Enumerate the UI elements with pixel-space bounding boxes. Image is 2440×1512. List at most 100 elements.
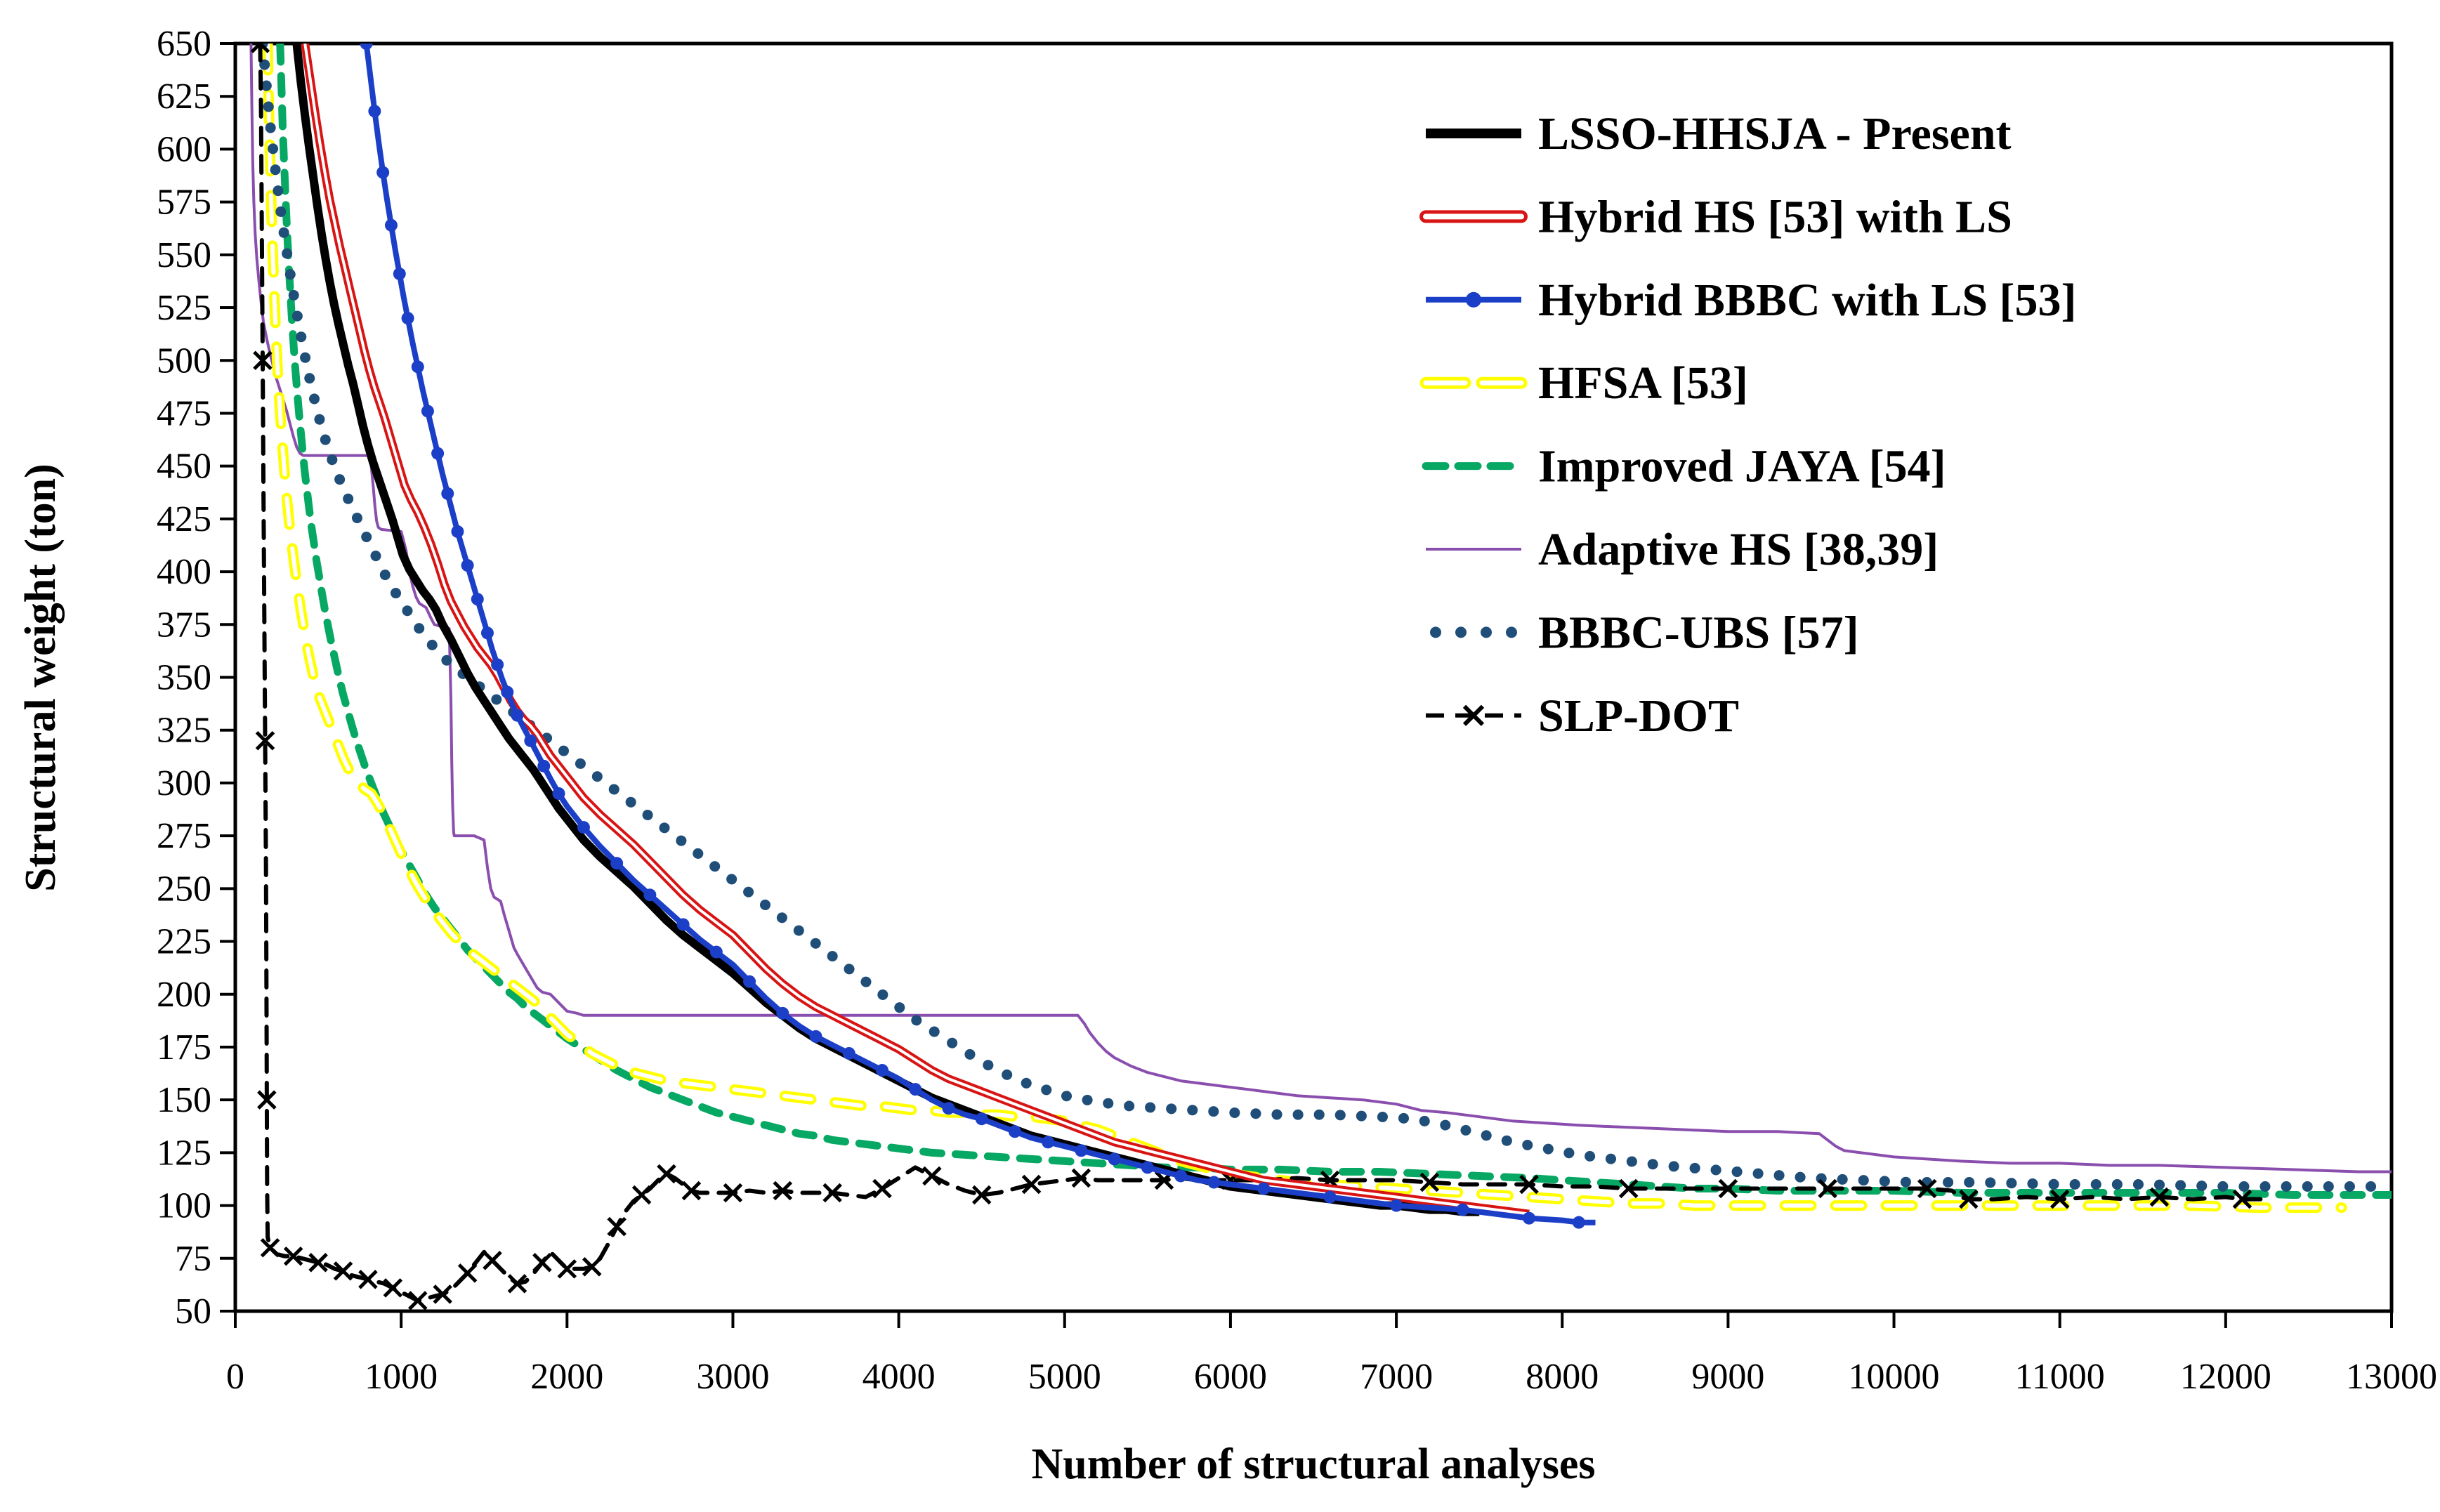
marker-x: [631, 1185, 652, 1205]
legend-label: BBBC-UBS [57]: [1538, 607, 1859, 658]
series-bbbc-ubs: [257, 44, 2380, 1192]
x-tick-label: 13000: [2346, 1357, 2437, 1397]
marker-circle: [1390, 1199, 1403, 1212]
marker-circle: [501, 685, 514, 699]
marker-x: [2049, 1189, 2070, 1209]
marker-x: [383, 1278, 403, 1298]
legend-label: LSSO-HHSJA - Present: [1538, 108, 2012, 159]
marker-x: [557, 1259, 577, 1279]
x-tick-label: 10000: [1849, 1357, 1940, 1397]
legend: LSSO-HHSJA - Present Hybrid HS [53] with …: [1419, 108, 2076, 742]
marker-x: [872, 1178, 892, 1199]
x-tick-label: 5000: [1028, 1357, 1101, 1397]
marker-circle: [421, 405, 434, 418]
marker-x: [822, 1183, 842, 1203]
x-tick-label: 11000: [2015, 1357, 2105, 1397]
marker-circle: [1075, 1144, 1088, 1157]
y-tick-label: 300: [157, 763, 211, 803]
marker-x: [1071, 1168, 1091, 1188]
marker-circle: [809, 1030, 822, 1043]
marker-circle: [709, 945, 723, 959]
marker-circle: [461, 559, 474, 572]
marker-circle: [643, 888, 657, 902]
marker-x: [408, 1291, 428, 1310]
marker-circle: [842, 1046, 855, 1060]
marker-circle: [1174, 1169, 1188, 1183]
y-tick-label: 350: [157, 658, 211, 698]
axes: 50 75 100 125 150 175 200 225 250 275 300 325 350 375…: [157, 24, 2437, 1397]
marker-circle: [1456, 1203, 1469, 1216]
marker-circle: [552, 787, 565, 800]
legend-item-slp-dot: SLP-DOT: [1426, 690, 1739, 742]
legend-item-lsso-hhsja: LSSO-HHSJA - Present: [1426, 108, 2012, 159]
y-tick-label: 575: [157, 183, 211, 223]
marker-circle: [451, 525, 464, 538]
marker-x: [308, 1253, 328, 1273]
marker-circle: [480, 626, 494, 640]
y-tick-label: 600: [157, 129, 211, 169]
marker-circle: [1323, 1190, 1337, 1204]
legend-item-hybrid-bbbc-ls: Hybrid BBBC with LS [53]: [1426, 275, 2076, 326]
marker-circle: [1141, 1161, 1154, 1174]
y-tick-label: 450: [157, 447, 211, 487]
y-tick-label: 375: [157, 605, 211, 645]
marker-circle: [524, 734, 537, 747]
legend-item-improved-jaya: Improved JAYA [54]: [1422, 441, 1946, 492]
y-tick-label: 150: [157, 1080, 211, 1120]
plot-border: [233, 41, 2394, 1313]
marker-circle: [610, 857, 624, 870]
marker-circle: [909, 1083, 922, 1096]
marker-x: [358, 1270, 378, 1289]
marker-x: [657, 1164, 676, 1184]
x-tick-label: 7000: [1360, 1357, 1433, 1397]
marker-circle: [975, 1112, 988, 1126]
marker-circle: [511, 709, 524, 722]
marker-x: [433, 1284, 452, 1304]
marker-circle: [537, 759, 551, 773]
marker-circle: [676, 918, 690, 931]
marker-circle: [1257, 1182, 1271, 1195]
legend-label: Improved JAYA [54]: [1538, 441, 1946, 492]
marker-x: [532, 1253, 552, 1273]
y-tick-label: 250: [157, 869, 211, 909]
marker-circle: [776, 1006, 789, 1020]
marker-circle: [1108, 1152, 1121, 1166]
legend-label: SLP-DOT: [1538, 690, 1739, 742]
marker-circle: [384, 218, 398, 232]
marker-x: [257, 1090, 277, 1110]
marker-x: [483, 1251, 502, 1270]
series-hybrid-bbbc-ls: [360, 44, 1596, 1229]
series-improved-jaya: [276, 44, 2392, 1199]
marker-x: [681, 1181, 702, 1201]
marker-x: [773, 1181, 793, 1201]
y-tick-label: 100: [157, 1186, 211, 1226]
y-tick-label: 325: [157, 711, 211, 751]
y-tick-label: 650: [157, 24, 211, 64]
x-axis-title: Number of structural analyses: [1031, 1440, 1595, 1488]
y-tick-label: 75: [175, 1239, 211, 1279]
series-slp-dot: [250, 44, 2269, 1310]
marker-circle: [1042, 1136, 1055, 1149]
marker-x: [1519, 1174, 1539, 1195]
x-tick-label: 3000: [696, 1357, 769, 1397]
marker-circle: [393, 267, 406, 280]
y-tick-label: 400: [157, 552, 211, 592]
y-tick-label: 525: [157, 288, 211, 328]
marker-x: [507, 1274, 527, 1294]
y-tick-label: 125: [157, 1133, 211, 1173]
marker-x: [723, 1183, 743, 1203]
legend-label: Hybrid HS [53] with LS: [1538, 191, 2012, 242]
marker-circle: [1572, 1216, 1585, 1229]
marker-x: [1917, 1178, 1937, 1199]
y-tick-label: 225: [157, 922, 211, 962]
x-tick-label: 12000: [2180, 1357, 2271, 1397]
marker-x: [1718, 1178, 1738, 1199]
marker-x: [582, 1257, 602, 1277]
x-tick-label: 8000: [1526, 1357, 1599, 1397]
y-tick-label: 50: [175, 1291, 211, 1332]
y-tick-label: 200: [157, 975, 211, 1015]
marker-x: [1021, 1174, 1042, 1195]
marker-x: [1818, 1178, 1837, 1199]
marker-circle: [876, 1064, 888, 1077]
